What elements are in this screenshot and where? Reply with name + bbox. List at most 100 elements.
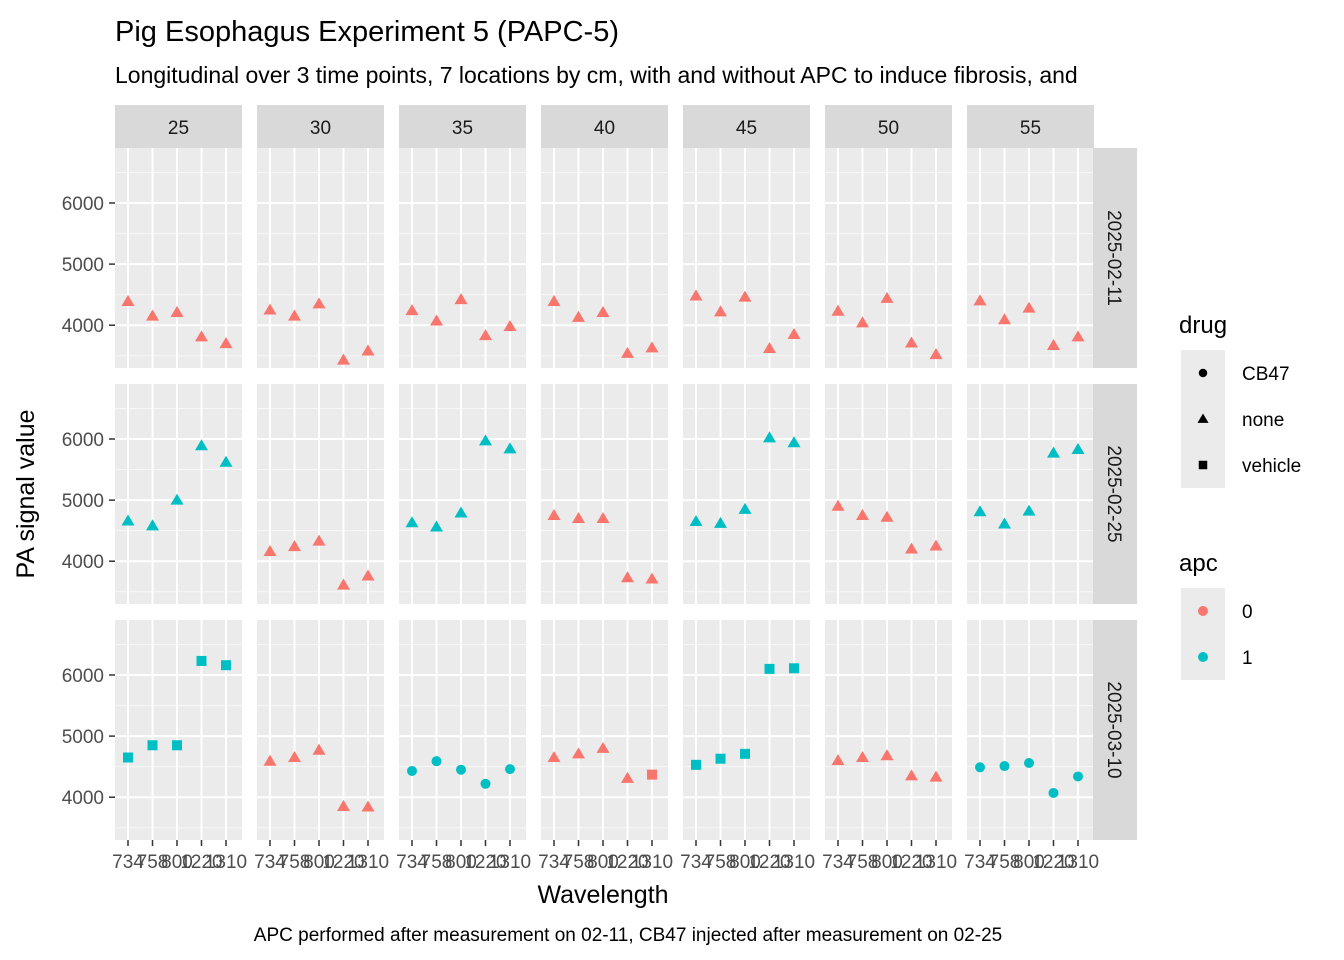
panel-background (825, 148, 952, 368)
data-point (312, 297, 326, 309)
data-point (196, 655, 207, 666)
data-point (337, 578, 350, 590)
panel-background (683, 148, 810, 368)
data-point (905, 769, 918, 781)
data-point (714, 305, 727, 317)
panel-background (115, 620, 242, 840)
data-point (929, 348, 943, 360)
x-tick-label: 1310 (773, 852, 815, 873)
data-point (905, 542, 918, 554)
panel-background (967, 384, 1094, 604)
legend-apc-label: 1 (1242, 648, 1253, 669)
x-tick-label: 1310 (1057, 852, 1099, 873)
facet-strip-col (825, 105, 952, 148)
data-point (219, 455, 233, 467)
data-point (407, 765, 417, 776)
data-point (1048, 787, 1059, 798)
y-axis-label: PA signal value (12, 409, 40, 578)
data-point (856, 751, 869, 763)
facet-strip-col (257, 105, 384, 148)
facet-col-label: 45 (736, 118, 757, 139)
data-point (621, 771, 634, 783)
data-point (288, 540, 301, 552)
facet-strip-row (1093, 620, 1137, 840)
facet-row-label: 2025-02-25 (1103, 445, 1124, 542)
data-point (738, 502, 752, 514)
x-tick-label: 734 (964, 852, 996, 873)
data-point (929, 539, 943, 551)
data-point (430, 520, 443, 532)
data-point (572, 310, 585, 322)
panel-background (967, 620, 1094, 840)
data-point (503, 442, 517, 454)
data-point (454, 293, 468, 305)
data-point (787, 436, 801, 448)
data-point (596, 305, 610, 317)
x-tick-label: 1220 (464, 852, 506, 873)
data-point (312, 743, 326, 755)
y-tick-label: 4000 (62, 788, 104, 809)
y-tick-label: 5000 (62, 255, 104, 276)
panel-background (541, 148, 668, 368)
x-tick-label: 1220 (606, 852, 648, 873)
data-point (405, 304, 419, 316)
panel-background (257, 148, 384, 368)
panel-background (115, 384, 242, 604)
data-point (547, 751, 561, 763)
data-point (572, 747, 585, 759)
x-tick-label: 734 (538, 852, 570, 873)
data-point (430, 314, 443, 326)
x-tick-label: 734 (822, 852, 854, 873)
data-point (856, 316, 869, 328)
data-point (880, 291, 894, 303)
x-tick-label: 758 (705, 852, 737, 873)
data-point (361, 344, 375, 356)
data-point (1071, 442, 1085, 454)
x-tick-label: 800 (1013, 852, 1045, 873)
legend-apc-key (1198, 606, 1208, 616)
panel-background (967, 148, 1094, 368)
panel-background (257, 620, 384, 840)
facet-row-label: 2025-03-10 (1103, 681, 1124, 778)
x-tick-label: 758 (563, 852, 595, 873)
facet-col-label: 25 (168, 118, 189, 139)
data-point (146, 519, 159, 531)
x-tick-label: 800 (445, 852, 477, 873)
x-tick-label: 1310 (205, 852, 247, 873)
legend-drug-key (1198, 368, 1208, 378)
data-point (146, 309, 159, 321)
data-point (1024, 758, 1034, 768)
x-tick-label: 734 (254, 852, 286, 873)
data-point (689, 515, 703, 527)
y-tick-label: 6000 (62, 194, 104, 215)
data-point (714, 516, 727, 528)
data-point (123, 752, 133, 763)
data-point (337, 799, 350, 811)
data-point (998, 517, 1011, 529)
data-point (195, 330, 208, 342)
y-tick-label: 6000 (62, 666, 104, 687)
data-point (738, 290, 752, 302)
facet-strip-col (967, 105, 1094, 148)
facet-row-label: 2025-02-11 (1103, 210, 1124, 306)
x-tick-label: 800 (303, 852, 335, 873)
data-point (764, 663, 775, 674)
legend: drug CB47 none vehicle apc 0 1 (1179, 312, 1301, 680)
x-tick-label: 1310 (347, 852, 389, 873)
data-point (337, 353, 350, 365)
data-point (172, 740, 182, 751)
data-point (1022, 504, 1036, 516)
data-point (221, 660, 231, 671)
data-point (880, 749, 894, 761)
panel-background (683, 620, 810, 840)
data-point (740, 748, 750, 759)
chart-title: Pig Esophagus Experiment 5 (PAPC-5) (115, 16, 619, 48)
y-tick-label: 5000 (62, 727, 104, 748)
data-point (787, 327, 801, 339)
data-point (503, 319, 517, 331)
x-tick-label: 734 (112, 852, 144, 873)
data-point (596, 511, 610, 523)
panel-background (399, 620, 526, 840)
facet-panels: 25 30 35 40 45 50 55 2025-02-11 2025-02-25 2025-0… (62, 105, 1137, 873)
panel-background (825, 384, 952, 604)
